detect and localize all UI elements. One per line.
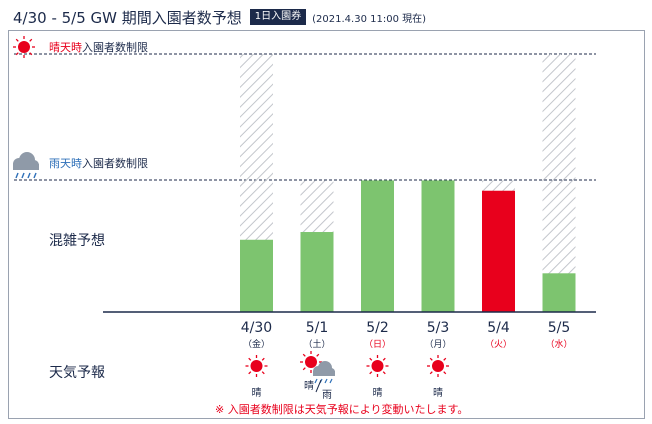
rainy-limit-label: 雨天時入園者数制限 — [49, 157, 148, 170]
predicted-attendance-bar — [421, 180, 455, 312]
day-of-week-label: （火） — [485, 339, 512, 350]
x-tick-label: 5/1 — [306, 320, 329, 336]
congestion-label: 混雑予想 — [49, 233, 105, 249]
predicted-attendance-bar — [361, 180, 394, 312]
weather-sun-icon — [245, 355, 268, 377]
x-tick-label: 5/5 — [548, 320, 571, 336]
weather-label: 晴 — [433, 386, 443, 399]
weather-sun-icon — [300, 351, 322, 373]
weather-forecast-label: 天気予報 — [49, 365, 105, 381]
x-tick-label: 5/2 — [366, 320, 389, 336]
ticket-type-badge: 1日入園券 — [249, 9, 307, 25]
x-tick-label: 4/30 — [241, 320, 272, 336]
sunny-limit-label: 晴天時入園者数制限 — [49, 41, 148, 54]
capacity-hatch-bar — [542, 54, 576, 312]
day-of-week-label: （土） — [303, 338, 330, 350]
weather-label: 晴 — [252, 386, 262, 399]
predicted-attendance-bar — [240, 239, 273, 312]
day-of-week-label: （月） — [424, 339, 451, 350]
weather-split-slash — [315, 379, 322, 393]
day-of-week-label: （水） — [545, 338, 572, 350]
day-of-week-label: （日） — [364, 339, 391, 350]
weather-sun-icon — [366, 355, 389, 377]
sun-icon — [13, 36, 35, 58]
weather-rain-cloud-icon — [313, 361, 335, 384]
weather-label-sunny: 晴 — [304, 379, 314, 392]
footnote: ※ 入園者数制限は天気予報により変動いたします。 — [215, 402, 468, 416]
rain-cloud-icon — [13, 152, 39, 179]
x-tick-label: 5/4 — [487, 320, 510, 336]
x-tick-label: 5/3 — [427, 320, 450, 336]
chart-title: 4/30 - 5/5 GW 期間入園者数予想 — [13, 8, 242, 27]
predicted-attendance-bar — [300, 232, 334, 312]
chart-header: 4/30 - 5/5 GW 期間入園者数予想 1日入園券 (2021.4.30 … — [13, 6, 426, 28]
weather-label-rain: 雨 — [322, 390, 332, 401]
day-of-week-label: （金） — [243, 338, 270, 350]
update-timestamp: (2021.4.30 11:00 現在) — [312, 13, 427, 25]
chart-panel — [8, 30, 645, 419]
predicted-attendance-bar — [542, 273, 576, 312]
predicted-attendance-bar — [482, 190, 515, 312]
weather-sun-icon — [427, 355, 449, 377]
weather-label: 晴 — [373, 386, 383, 399]
